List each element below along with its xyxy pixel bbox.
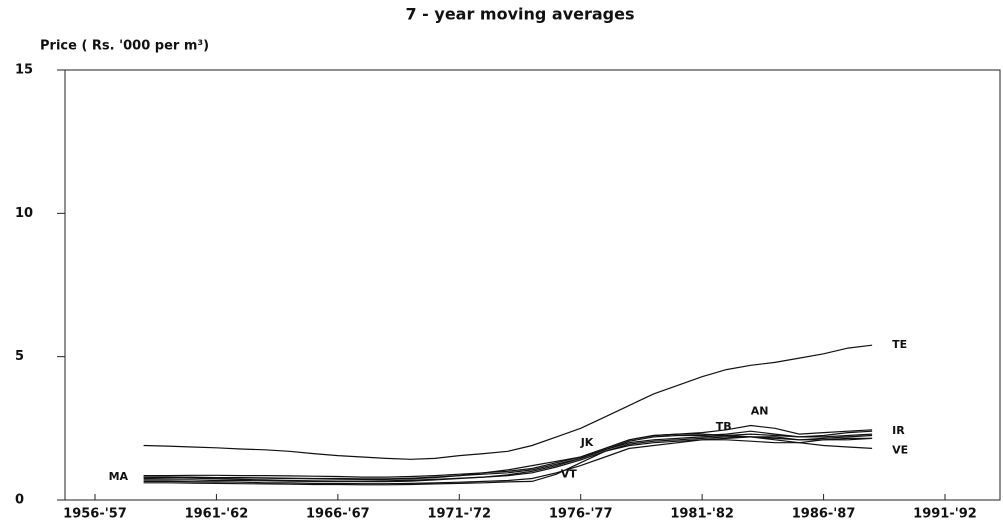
series-label: IR [892,424,905,437]
x-tick-label: 1991-'92 [913,507,977,522]
y-tick-label: 10 [15,206,33,221]
x-tick-label: 1966-'67 [306,507,370,522]
series-label: JK [580,436,594,449]
chart-title: 7 - year moving averages [405,5,634,24]
series-label: MA [109,470,129,483]
x-tick-label: 1976-'77 [549,507,613,522]
series-label: TB [716,420,732,433]
series-line [143,437,873,485]
series-line [143,344,873,460]
x-tick-label: 1986-'87 [792,507,856,522]
y-tick-label: 5 [15,349,24,364]
series-label: VE [892,443,908,456]
series-line [143,436,873,486]
x-tick-label: 1971-'72 [427,507,491,522]
plot-frame [64,69,1001,501]
series-line [143,433,873,482]
y-axis-label: Price ( Rs. '000 per m³) [40,39,209,54]
series-label: AN [751,404,769,417]
series-label: VT [561,468,578,481]
series-label: TE [892,338,907,351]
y-tick-label: 0 [15,493,24,508]
y-tick-label: 15 [15,63,33,78]
x-tick-label: 1956-'57 [63,507,127,522]
x-tick-label: 1981-'82 [670,507,734,522]
series-line [143,424,873,478]
x-tick-label: 1961-'62 [185,507,249,522]
